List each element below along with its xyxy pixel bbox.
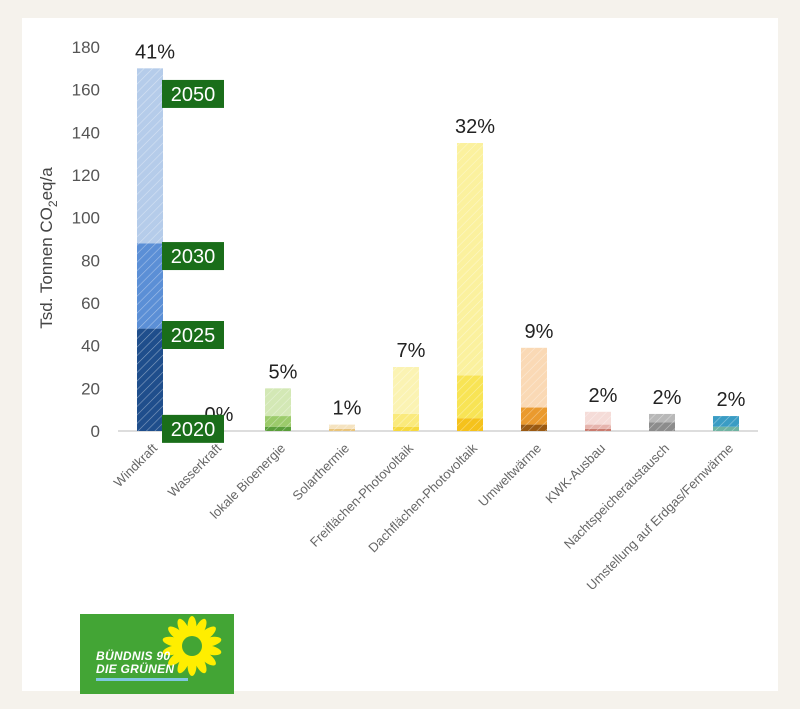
year-label-text: 2020 [171, 419, 216, 441]
petal [177, 653, 191, 674]
petal [187, 654, 197, 676]
y-axis-title: Tsd. Tonnen CO2eq/a [37, 167, 60, 329]
bar-segment-hatch [713, 416, 739, 427]
category-label: Solarthermie [289, 441, 352, 504]
y-tick-label: 180 [72, 38, 100, 57]
category-label: Windkraft [111, 440, 161, 490]
logo-text: BÜNDNIS 90 DIE GRÜNEN [96, 650, 174, 676]
year-label-text: 2050 [171, 84, 216, 106]
bar-segment-hatch [521, 347, 547, 408]
petal [168, 650, 187, 666]
bar-segment-hatch [521, 407, 547, 425]
category-label: Umweltwärme [475, 441, 544, 510]
percent-label: 1% [333, 398, 362, 420]
y-tick-label: 100 [72, 209, 100, 228]
bars [137, 68, 739, 431]
category-label: Wasserkraft [165, 440, 225, 500]
bar-segment-hatch [137, 68, 163, 244]
percent-label: 9% [525, 321, 554, 343]
y-tick-label: 40 [81, 337, 100, 356]
category-label: Dachflächen-Photovoltaik [365, 440, 480, 555]
y-tick-label: 120 [72, 166, 100, 185]
bar-segment-hatch [649, 413, 675, 423]
bar-segment-hatch [137, 328, 163, 431]
bar-segment-hatch [713, 426, 739, 431]
bar-segment-hatch [137, 243, 163, 329]
flower-center [182, 636, 202, 656]
bar-segment-hatch [265, 416, 291, 427]
percent-label: 2% [717, 389, 746, 411]
y-tick-label: 60 [81, 294, 100, 313]
petal [197, 626, 216, 642]
y-tick-label: 20 [81, 379, 100, 398]
percent-label: 41% [135, 41, 175, 63]
category-label: KWK-Ausbau [542, 441, 608, 507]
petal [177, 618, 191, 639]
year-labels: 2050 2030 2025 2020 [162, 79, 224, 443]
logo-line-1: BÜNDNIS 90 [96, 649, 171, 663]
bar-segment-hatch [521, 424, 547, 431]
bar-segment-hatch [457, 418, 483, 431]
percent-labels: 41%0%5%1%7%32%9%2%2%2% [135, 41, 746, 426]
percent-label: 7% [397, 340, 426, 362]
bar-segment-hatch [265, 426, 291, 431]
year-label: 2025 [162, 321, 224, 349]
category-label: Nachtspeicheraustausch [561, 441, 672, 552]
year-label-text: 2025 [171, 325, 216, 347]
bar-segment-hatch [585, 411, 611, 425]
y-tick-label: 80 [81, 251, 100, 270]
y-axis: 0 20 40 60 80 100 120 140 160 180 [72, 38, 758, 441]
logo-line-2: DIE GRÜNEN [96, 662, 175, 676]
petal [193, 653, 207, 674]
year-label: 2030 [162, 242, 224, 271]
percent-label: 2% [589, 385, 618, 407]
bar-segment-hatch [393, 413, 419, 427]
party-logo: BÜNDNIS 90 DIE GRÜNEN [80, 614, 234, 694]
petal [193, 618, 207, 639]
y-tick-label: 140 [72, 123, 100, 142]
bar-segment-hatch [585, 428, 611, 431]
bar-segment-hatch [329, 424, 355, 429]
percent-label: 5% [269, 361, 298, 383]
year-label-bg [162, 79, 224, 108]
bar-segment-hatch [265, 388, 291, 417]
bar-segment-hatch [649, 422, 675, 431]
year-label: 2050 [162, 79, 224, 108]
bar-segment-hatch [457, 143, 483, 376]
year-label-bg [162, 242, 224, 271]
year-label-text: 2030 [171, 246, 216, 268]
year-label: 2020 [162, 414, 224, 443]
bar-segment-hatch [393, 367, 419, 414]
petal [187, 616, 197, 638]
y-tick-label: 160 [72, 81, 100, 100]
category-label: Freiflächen-Photovoltaik [307, 440, 417, 550]
bar-segment-hatch [585, 424, 611, 429]
year-label-bg [162, 414, 224, 443]
petal [162, 645, 185, 656]
petal [199, 636, 222, 647]
bar-segment-hatch [457, 375, 483, 419]
year-label-bg [162, 321, 224, 349]
y-tick-label: 0 [91, 422, 100, 441]
petal [168, 626, 187, 642]
bar-segment-hatch [393, 426, 419, 431]
petal [197, 650, 216, 666]
percent-label: 2% [653, 387, 682, 409]
sunflower-icon [162, 616, 222, 676]
bar-segment-hatch [329, 428, 355, 431]
logo-underline [96, 678, 188, 681]
percent-label: 32% [455, 116, 495, 138]
